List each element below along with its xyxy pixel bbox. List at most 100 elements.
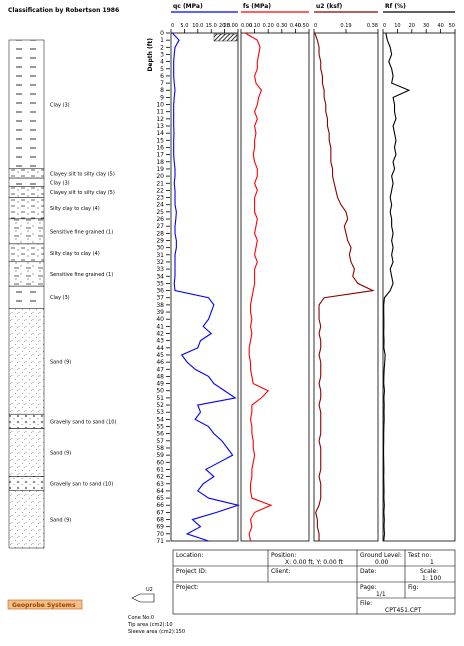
y-tick-label: 30	[156, 245, 164, 252]
y-tick-label: 17	[156, 152, 164, 159]
cell-label: Project ID:	[176, 568, 207, 575]
y-tick-label: 42	[156, 331, 164, 338]
x-tick-label: 15.0	[206, 23, 217, 29]
y-tick-label: 35	[156, 280, 164, 287]
classification-title: Classification by Robertson 1986	[8, 7, 119, 14]
soil-layer	[8, 476, 45, 492]
y-tick-label: 53	[156, 409, 164, 416]
y-tick-label: 0	[160, 30, 164, 37]
profile-line	[244, 32, 273, 542]
y-tick-label: 52	[156, 402, 164, 409]
y-tick-label: 4	[160, 59, 164, 66]
y-tick-label: 46	[156, 359, 164, 366]
x-tick-label: 30	[423, 23, 429, 29]
y-tick-label: 37	[156, 295, 164, 302]
x-tick-label: 40	[437, 23, 443, 29]
y-tick-label: 69	[156, 524, 164, 531]
y-tick-label: 16	[156, 144, 164, 151]
panel-frame	[313, 32, 379, 542]
panel-title: fs (MPa)	[243, 3, 271, 10]
cell-label: Scale:	[420, 568, 438, 575]
x-tick-label: 0.19	[340, 23, 351, 29]
x-tick-label: 25.00	[224, 23, 238, 29]
soil-label: Sensitive fine grained (1)	[50, 272, 113, 278]
panel-title: u2 (ksf)	[316, 3, 342, 10]
y-tick-label: 45	[156, 352, 164, 359]
y-tick-label: 54	[156, 416, 164, 423]
sleeve-area: Sleeve area (cm2):150	[128, 629, 185, 635]
cone-icon	[131, 593, 155, 603]
x-tick-label: 20.0	[219, 23, 230, 29]
profile-line	[171, 32, 240, 542]
cell-label: Position:	[271, 552, 296, 559]
y-tick-label: 14	[156, 130, 164, 137]
y-tick-label: 7	[160, 80, 164, 87]
hatch-box	[213, 33, 238, 42]
y-tick-label: 2	[160, 44, 164, 51]
info-table: Location: Position: X: 0.00 ft, Y: 0.00 …	[172, 549, 456, 615]
soil-label: Clayey silt to silty clay (5)	[50, 190, 115, 196]
soil-layer	[8, 197, 45, 220]
cell-label: Project:	[176, 584, 199, 591]
y-tick-label: 57	[156, 438, 164, 445]
y-tick-label: 48	[156, 373, 164, 380]
soil-label: Clay (3)	[50, 180, 70, 186]
logo: Geoprobe Systems	[12, 602, 76, 609]
soil-layer	[8, 428, 45, 477]
cone-info: Geoprobe Systems U2 Cone No:0 Tip area (…	[7, 587, 185, 635]
x-tick-label: 0.20	[263, 23, 274, 29]
soil-label: Silty clay to clay (4)	[50, 206, 100, 212]
y-tick-label: 9	[160, 94, 164, 101]
y-tick-label: 29	[156, 237, 164, 244]
y-tick-label: 62	[156, 474, 164, 481]
x-tick-label: 0.50	[298, 23, 309, 29]
y-tick-label: 22	[156, 187, 164, 194]
y-tick-label: 20	[156, 173, 164, 180]
x-tick-label: 10	[394, 23, 400, 29]
cell-value: 0.00	[375, 559, 389, 566]
y-tick-label: 33	[156, 266, 164, 273]
y-tick-label: 40	[156, 316, 164, 323]
y-tick-label: 59	[156, 452, 164, 459]
y-tick-label: 6	[160, 73, 164, 80]
cell-label: Test no:	[407, 552, 431, 559]
y-tick-label: 1	[160, 37, 164, 44]
y-tick-label: 61	[156, 466, 164, 473]
y-tick-label: 55	[156, 424, 164, 431]
y-tick-label: 36	[156, 288, 164, 295]
y-tick-label: 47	[156, 366, 164, 373]
sensor-label: U2	[146, 587, 153, 593]
y-tick-label: 63	[156, 481, 164, 488]
cell-value: 1/1	[376, 591, 386, 598]
y-tick-label: 70	[156, 531, 164, 538]
x-tick-label: 20	[409, 23, 415, 29]
y-tick-label: 8	[160, 87, 164, 94]
y-tick-label: 65	[156, 495, 164, 502]
soil-label: Sand (9)	[50, 450, 71, 456]
soil-label: Clay (3)	[50, 102, 70, 108]
y-tick-label: 19	[156, 166, 164, 173]
soil-label: Sand (9)	[50, 517, 71, 523]
y-axis-label: Depth (ft)	[147, 38, 154, 72]
x-tick-label: 0	[171, 23, 174, 29]
y-tick-label: 58	[156, 445, 164, 452]
soil-label: Clayey silt to silty clay (5)	[50, 171, 115, 177]
y-tick-label: 5	[160, 66, 164, 73]
y-tick-label: 38	[156, 302, 164, 309]
soil-layer	[8, 218, 45, 245]
soil-layer	[8, 168, 45, 179]
panel-title: qc (MPa)	[173, 3, 203, 10]
y-tick-label: 3	[160, 51, 164, 58]
panel-title: Rf (%)	[385, 3, 406, 10]
cell-label: Date:	[360, 568, 376, 575]
cell-value: 1	[430, 559, 434, 566]
cell-value: CPT451.CPT	[385, 607, 422, 614]
soil-layer	[8, 39, 45, 170]
x-tick-label: 0	[383, 23, 386, 29]
y-tick-label: 43	[156, 338, 164, 345]
cell-label: Client:	[271, 568, 290, 575]
y-tick-label: 39	[156, 309, 164, 316]
y-tick-label: 64	[156, 488, 164, 495]
panel-frame	[170, 32, 239, 542]
